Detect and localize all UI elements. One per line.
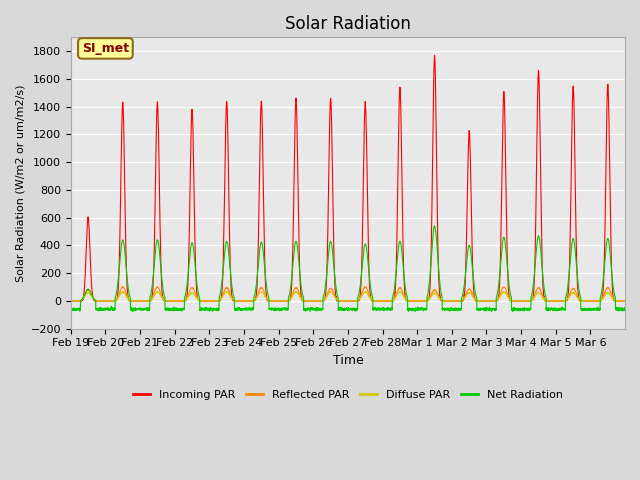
Diffuse PAR: [541, 298, 549, 304]
Reflected PAR: [500, 284, 508, 290]
Incoming PAR: [67, 298, 75, 304]
Net Radiation: [398, 252, 406, 258]
Diffuse PAR: [527, 298, 535, 304]
Reflected PAR: [621, 298, 629, 304]
Incoming PAR: [621, 298, 629, 304]
Line: Net Radiation: Net Radiation: [71, 226, 625, 312]
Reflected PAR: [398, 288, 406, 294]
Title: Solar Radiation: Solar Radiation: [285, 15, 411, 33]
Incoming PAR: [541, 298, 549, 304]
Line: Diffuse PAR: Diffuse PAR: [71, 292, 625, 301]
Diffuse PAR: [500, 289, 508, 295]
Reflected PAR: [541, 298, 549, 304]
Diffuse PAR: [369, 298, 376, 304]
Reflected PAR: [527, 298, 535, 304]
Net Radiation: [542, 293, 550, 299]
Reflected PAR: [182, 296, 189, 302]
X-axis label: Time: Time: [333, 354, 364, 367]
Incoming PAR: [527, 298, 535, 304]
Line: Reflected PAR: Reflected PAR: [71, 287, 625, 301]
Incoming PAR: [398, 186, 406, 192]
Reflected PAR: [67, 298, 75, 304]
Line: Incoming PAR: Incoming PAR: [71, 56, 625, 301]
Diffuse PAR: [398, 291, 406, 297]
Incoming PAR: [369, 298, 376, 304]
Net Radiation: [67, 306, 75, 312]
Net Radiation: [621, 307, 629, 313]
Net Radiation: [431, 223, 438, 229]
Diffuse PAR: [67, 298, 75, 304]
Diffuse PAR: [326, 289, 334, 295]
Text: SI_met: SI_met: [82, 42, 129, 55]
Reflected PAR: [361, 284, 369, 290]
Net Radiation: [527, 294, 535, 300]
Net Radiation: [182, 290, 189, 296]
Legend: Incoming PAR, Reflected PAR, Diffuse PAR, Net Radiation: Incoming PAR, Reflected PAR, Diffuse PAR…: [129, 386, 567, 405]
Diffuse PAR: [621, 298, 629, 304]
Y-axis label: Solar Radiation (W/m2 or um/m2/s): Solar Radiation (W/m2 or um/m2/s): [15, 84, 25, 282]
Net Radiation: [129, 309, 137, 314]
Incoming PAR: [500, 89, 508, 95]
Net Radiation: [500, 234, 508, 240]
Incoming PAR: [182, 297, 189, 302]
Diffuse PAR: [182, 297, 189, 303]
Incoming PAR: [431, 53, 438, 59]
Reflected PAR: [369, 298, 376, 304]
Net Radiation: [369, 294, 376, 300]
